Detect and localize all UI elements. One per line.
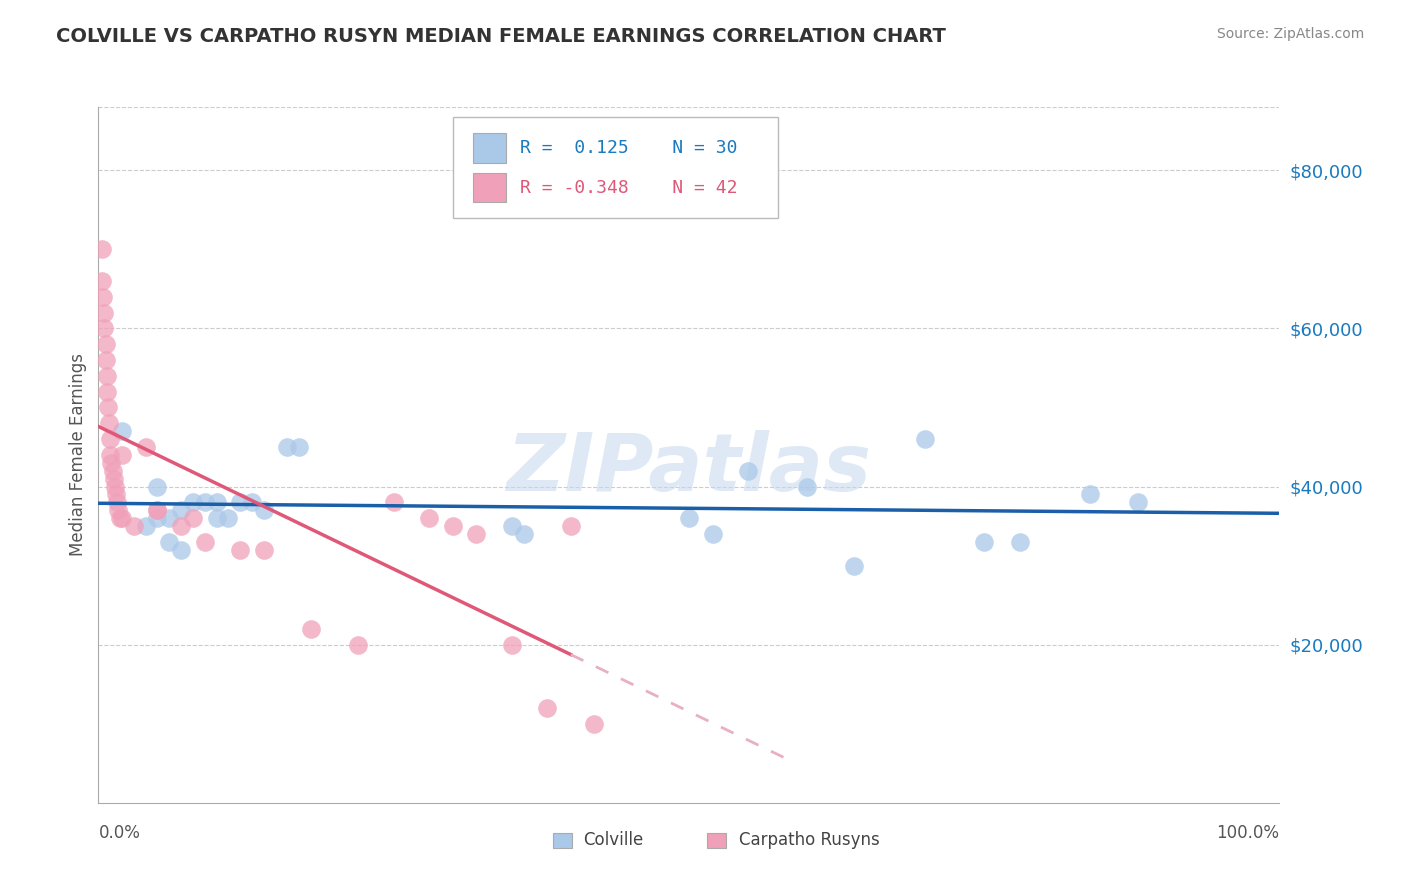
Point: [93, 321, 115, 335]
Point: [135, 519, 157, 533]
Point: [240, 495, 263, 509]
Point: [181, 511, 204, 525]
Point: [229, 542, 252, 557]
Point: [194, 495, 217, 509]
Text: ZIPatlas: ZIPatlas: [506, 430, 872, 508]
Point: [465, 527, 488, 541]
Point: [157, 511, 180, 525]
Point: [194, 534, 217, 549]
Point: [91, 274, 114, 288]
Point: [157, 534, 180, 549]
Point: [94, 353, 117, 368]
Point: [844, 558, 866, 573]
Point: [146, 511, 169, 525]
Bar: [553, 833, 572, 848]
Bar: [707, 833, 725, 848]
Point: [96, 368, 118, 383]
Point: [441, 519, 464, 533]
Text: R =  0.125    N = 30: R = 0.125 N = 30: [520, 139, 738, 157]
Point: [276, 440, 298, 454]
Point: [1008, 534, 1031, 549]
Point: [98, 432, 121, 446]
Point: [101, 464, 124, 478]
Point: [1080, 487, 1102, 501]
Point: [97, 401, 120, 415]
Point: [146, 503, 169, 517]
Bar: [472, 173, 506, 202]
Point: [501, 638, 523, 652]
Point: [111, 424, 134, 438]
Point: [105, 495, 128, 509]
Point: [146, 503, 169, 517]
Point: [135, 440, 157, 454]
Point: [288, 440, 311, 454]
Point: [205, 511, 228, 525]
Point: [217, 511, 239, 525]
Text: COLVILLE VS CARPATHO RUSYN MEDIAN FEMALE EARNINGS CORRELATION CHART: COLVILLE VS CARPATHO RUSYN MEDIAN FEMALE…: [56, 27, 946, 45]
Point: [1126, 495, 1149, 509]
Y-axis label: Median Female Earnings: Median Female Earnings: [69, 353, 87, 557]
Point: [111, 511, 134, 525]
Point: [98, 448, 121, 462]
Point: [96, 384, 118, 399]
Point: [583, 716, 606, 731]
Point: [737, 464, 759, 478]
Point: [98, 417, 121, 431]
Point: [104, 479, 127, 493]
Point: [347, 638, 370, 652]
Point: [93, 305, 115, 319]
Point: [702, 527, 724, 541]
Point: [100, 456, 122, 470]
Point: [122, 519, 145, 533]
Point: [229, 495, 252, 509]
Point: [170, 519, 193, 533]
Point: [299, 622, 322, 636]
Point: [501, 519, 523, 533]
Point: [91, 243, 114, 257]
FancyBboxPatch shape: [453, 118, 778, 219]
Point: [107, 503, 129, 517]
Point: [382, 495, 405, 509]
Point: [536, 701, 558, 715]
Point: [418, 511, 440, 525]
Point: [91, 290, 114, 304]
Point: [560, 519, 582, 533]
Point: [170, 542, 193, 557]
Point: [973, 534, 995, 549]
Text: 100.0%: 100.0%: [1216, 823, 1279, 842]
Point: [181, 495, 204, 509]
Point: [796, 479, 818, 493]
Text: Carpatho Rusyns: Carpatho Rusyns: [738, 831, 879, 849]
Point: [253, 542, 276, 557]
Point: [678, 511, 700, 525]
Point: [253, 503, 276, 517]
Bar: [472, 134, 506, 162]
Text: R = -0.348    N = 42: R = -0.348 N = 42: [520, 178, 738, 197]
Text: Colville: Colville: [582, 831, 643, 849]
Point: [111, 448, 134, 462]
Point: [914, 432, 936, 446]
Point: [103, 472, 125, 486]
Text: 0.0%: 0.0%: [98, 823, 141, 842]
Point: [205, 495, 228, 509]
Point: [108, 511, 131, 525]
Text: Source: ZipAtlas.com: Source: ZipAtlas.com: [1216, 27, 1364, 41]
Point: [512, 527, 534, 541]
Point: [170, 503, 193, 517]
Point: [94, 337, 117, 351]
Point: [105, 487, 128, 501]
Point: [146, 479, 169, 493]
